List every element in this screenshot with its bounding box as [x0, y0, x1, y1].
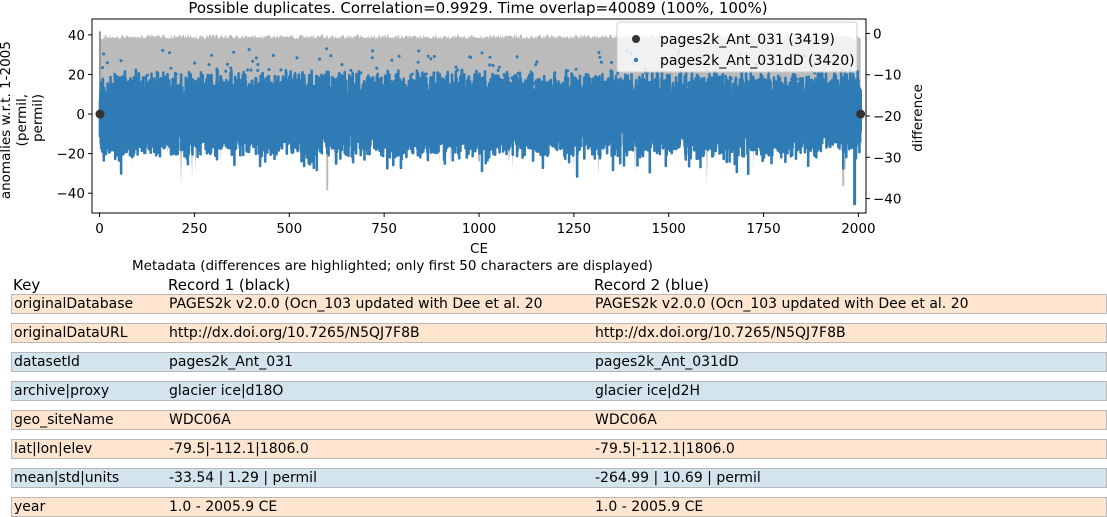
- chart-title: Possible duplicates. Correlation=0.9929.…: [188, 0, 767, 17]
- legend-label-record2: pages2k_Ant_031dD (3420): [660, 53, 855, 69]
- y-axis-label-line-3: permil): [30, 94, 46, 142]
- row-record2-value: -79.5|-112.1|1806.0: [595, 441, 735, 457]
- y-tick-label: 40: [68, 28, 85, 44]
- y2-tick-label: −20: [873, 109, 902, 125]
- row-record2-value: http://dx.doi.org/10.7265/N5QJ7F8B: [595, 325, 846, 341]
- x-tick-label: 250: [182, 221, 208, 237]
- x-tick-label: 1500: [652, 221, 686, 237]
- x-tick-label: 1250: [557, 221, 591, 237]
- x-tick-label: 1000: [462, 221, 496, 237]
- metadata-row: lat|lon|elev -79.5|-112.1|1806.0 -79.5|-11…: [11, 439, 1107, 459]
- y-axis-label-line-2: (permil,: [14, 94, 30, 146]
- y2-axis-label: difference: [910, 84, 926, 152]
- record1-point: [856, 109, 866, 119]
- x-tick-label: 2000: [841, 221, 875, 237]
- record1-point: [95, 109, 105, 119]
- x-tick-label: 0: [95, 221, 104, 237]
- row-record1-value: PAGES2k v2.0.0 (Ocn_103 updated with Dee…: [169, 296, 543, 312]
- y2-tick-label: −10: [873, 68, 902, 84]
- row-record2-value: WDC06A: [595, 412, 657, 428]
- row-record1-value: http://dx.doi.org/10.7265/N5QJ7F8B: [169, 325, 420, 341]
- header-record2: Record 2 (blue): [594, 276, 710, 294]
- record1-series: [95, 109, 866, 119]
- row-key: originalDatabase: [14, 296, 134, 312]
- y-tick-label: 0: [76, 107, 85, 123]
- metadata-row: originalDataURL http://dx.doi.org/10.7265…: [11, 323, 1107, 343]
- legend-box: [616, 21, 858, 73]
- y-axis-label: anomalies w.r.t. 1-2005 (permil, permil): [0, 37, 46, 199]
- y2-axis-ticks: −40 −30 −20 −10 0: [866, 26, 902, 208]
- y-tick-label: 20: [68, 67, 85, 83]
- row-key: archive|proxy: [14, 383, 110, 399]
- row-record2-value: 1.0 - 2005.9 CE: [595, 499, 704, 515]
- y2-tick-label: −40: [873, 192, 902, 208]
- y2-tick-label: −30: [873, 150, 902, 166]
- x-tick-label: 500: [276, 221, 302, 237]
- row-record1-value: -33.54 | 1.29 | permil: [169, 470, 317, 486]
- metadata-row: datasetId pages2k_Ant_031 pages2k_Ant_031d…: [11, 352, 1107, 372]
- row-record1-value: WDC06A: [169, 412, 231, 428]
- x-tick-label: 750: [371, 221, 397, 237]
- header-key: Key: [13, 276, 41, 294]
- y-tick-label: −20: [57, 147, 86, 163]
- record2-points: [98, 68, 862, 178]
- row-record2-value: PAGES2k v2.0.0 (Ocn_103 updated with Dee…: [595, 296, 969, 312]
- y2-tick-label: 0: [873, 26, 882, 42]
- row-key: geo_siteName: [14, 412, 114, 428]
- row-record2-value: -264.99 | 10.69 | permil: [595, 470, 761, 486]
- legend: pages2k_Ant_031 (3419) pages2k_Ant_031dD…: [616, 21, 858, 73]
- row-record1-value: glacier ice|d18O: [169, 383, 284, 399]
- legend-marker-record1: [632, 35, 640, 43]
- metadata-row: mean|std|units -33.54 | 1.29 | permil -264…: [11, 468, 1107, 488]
- row-key: datasetId: [14, 354, 80, 370]
- row-key: lat|lon|elev: [14, 441, 93, 457]
- row-record1-value: pages2k_Ant_031: [169, 354, 293, 370]
- y-tick-label: −40: [57, 186, 86, 202]
- metadata-caption: Metadata (differences are highlighted; o…: [132, 258, 653, 274]
- metadata-row: year 1.0 - 2005.9 CE 1.0 - 2005.9 CE: [11, 497, 1107, 517]
- row-key: year: [14, 499, 46, 515]
- x-axis-ticks: 0 250 500 750 1000 1250 1500 1750 2000: [95, 213, 876, 237]
- row-record1-value: 1.0 - 2005.9 CE: [169, 499, 278, 515]
- legend-marker-record2: [633, 57, 639, 63]
- y-axis-label-line-1: anomalies w.r.t. 1-2005: [0, 41, 14, 199]
- row-record1-value: -79.5|-112.1|1806.0: [169, 441, 309, 457]
- row-key: mean|std|units: [14, 470, 120, 486]
- legend-label-record1: pages2k_Ant_031 (3419): [660, 32, 835, 48]
- row-record2-value: pages2k_Ant_031dD: [595, 354, 739, 370]
- metadata-row: archive|proxy glacier ice|d18O glacier ice…: [11, 381, 1107, 401]
- duplicate-comparison-chart: Possible duplicates. Correlation=0.9929.…: [0, 0, 926, 257]
- y-axis-ticks: −40 −20 0 20 40: [57, 28, 92, 202]
- metadata-row: geo_siteName WDC06A WDC06A: [11, 410, 1107, 430]
- row-key: originalDataURL: [14, 325, 128, 341]
- header-record1: Record 1 (black): [168, 276, 291, 294]
- x-axis-label: CE: [470, 241, 488, 257]
- x-tick-label: 1750: [746, 221, 780, 237]
- metadata-row: originalDatabase PAGES2k v2.0.0 (Ocn_103 …: [11, 294, 1107, 314]
- row-record2-value: glacier ice|d2H: [595, 383, 700, 399]
